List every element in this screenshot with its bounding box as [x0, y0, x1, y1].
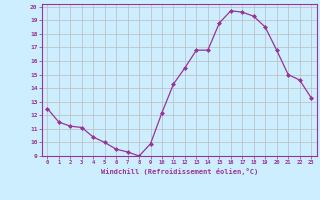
X-axis label: Windchill (Refroidissement éolien,°C): Windchill (Refroidissement éolien,°C)	[100, 168, 258, 175]
